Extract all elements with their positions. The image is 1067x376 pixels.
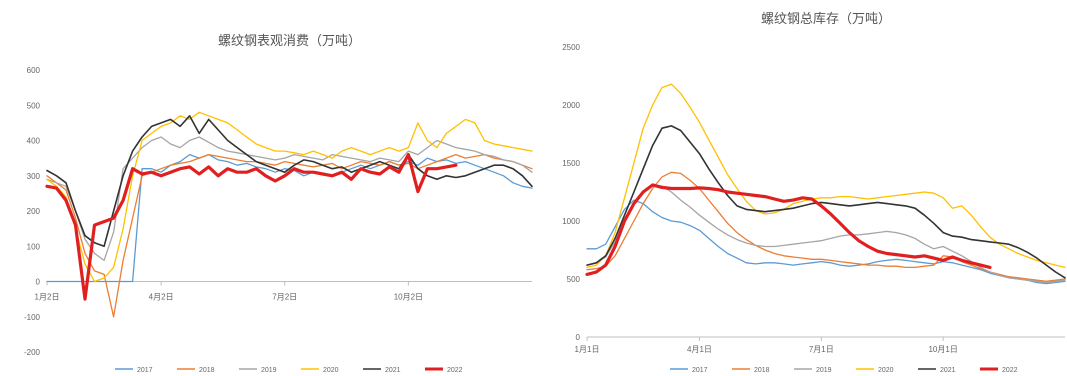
inventory-y-tick-label: 1000 — [562, 217, 580, 226]
inventory-x-tick-label: 4月1日 — [687, 345, 712, 354]
inventory-x-tick-label: 7月1日 — [809, 345, 834, 354]
inventory-chart-title: 螺纹钢总库存（万吨） — [761, 11, 891, 26]
consumption-x-tick-label: 10月2日 — [394, 293, 423, 302]
total-inventory-panel: 螺纹钢总库存（万吨） 0 500 1000 1500 2000 2500 1月1日 4月1日 7月… — [540, 0, 1067, 376]
consumption-legend-label-2020: 2020 — [323, 367, 339, 374]
consumption-y-tick-label: 500 — [27, 101, 41, 110]
inventory-x-tick-label: 10月1日 — [928, 345, 957, 354]
consumption-legend-label-2018: 2018 — [199, 367, 215, 374]
inventory-series-line-2020 — [586, 83, 1066, 269]
inventory-series-line-2022 — [585, 183, 992, 276]
apparent-consumption-chart: 螺纹钢表观消费（万吨） -200 -100 0 100 200 300 400 500 600 1月… — [24, 33, 533, 374]
consumption-x-tick-label: 4月2日 — [149, 293, 174, 302]
consumption-legend-label-2021: 2021 — [385, 367, 401, 374]
consumption-x-tick-label: 7月2日 — [272, 293, 297, 302]
inventory-y-tick-label: 1500 — [562, 159, 580, 168]
inventory-y-tick-label: 0 — [576, 333, 581, 342]
consumption-x-tick-label: 1月2日 — [35, 293, 60, 302]
inventory-legend-label-2022: 2022 — [1002, 367, 1018, 374]
inventory-y-tick-label: 2500 — [562, 43, 580, 52]
inventory-y-tick-label: 2000 — [562, 101, 580, 110]
inventory-series-line-2018 — [586, 171, 1066, 282]
inventory-y-tick-label: 500 — [567, 275, 581, 284]
consumption-series-line-2018 — [46, 153, 533, 318]
total-inventory-chart: 螺纹钢总库存（万吨） 0 500 1000 1500 2000 2500 1月1日 4月1日 7月… — [562, 11, 1066, 374]
consumption-y-tick-label: 0 — [36, 278, 41, 287]
consumption-legend-label-2022: 2022 — [447, 367, 463, 374]
consumption-legend-label-2019: 2019 — [261, 367, 277, 374]
inventory-series-line-2019 — [586, 183, 1066, 284]
consumption-y-tick-label: 600 — [27, 66, 41, 75]
inventory-legend-label-2021: 2021 — [940, 367, 956, 374]
consumption-y-tick-label: 100 — [27, 242, 41, 251]
consumption-legend-label-2017: 2017 — [137, 367, 153, 374]
consumption-series-line-2020 — [46, 111, 533, 283]
consumption-y-tick-label: -100 — [24, 313, 41, 322]
consumption-series-line-2021 — [46, 115, 533, 248]
consumption-chart-title: 螺纹钢表观消费（万吨） — [218, 33, 361, 48]
apparent-consumption-panel: 螺纹钢表观消费（万吨） -200 -100 0 100 200 300 400 500 600 1月… — [24, 33, 533, 374]
consumption-series-line-2022 — [45, 153, 458, 301]
inventory-legend-label-2017: 2017 — [692, 367, 708, 374]
consumption-y-tick-label: 400 — [27, 137, 41, 146]
inventory-series-line-2021 — [586, 125, 1066, 279]
inventory-x-tick-label: 1月1日 — [575, 345, 600, 354]
consumption-y-tick-label: 200 — [27, 207, 41, 216]
consumption-y-tick-label: 300 — [27, 172, 41, 181]
consumption-y-tick-label: -200 — [24, 348, 41, 357]
inventory-legend-label-2018: 2018 — [754, 367, 770, 374]
inventory-series-line-2017 — [586, 199, 1066, 285]
inventory-legend-label-2020: 2020 — [878, 367, 894, 374]
inventory-legend-label-2019: 2019 — [816, 367, 832, 374]
